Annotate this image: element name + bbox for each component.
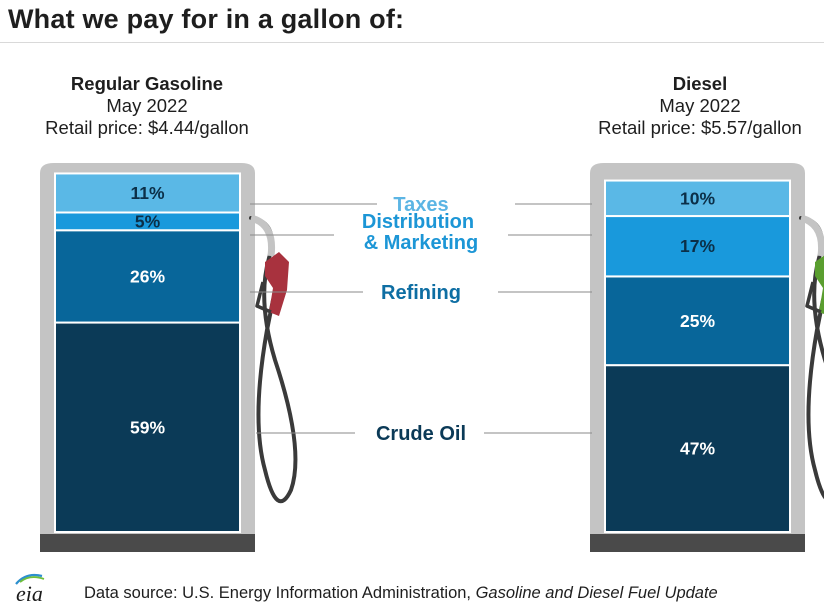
distribution-and-marketing-category-label-line-1: Distribution: [362, 211, 474, 233]
regular-gasoline-taxes-value-label: 11%: [130, 183, 164, 203]
title-divider: [0, 42, 824, 43]
regular-gasoline-refining-value-label: 26%: [130, 266, 165, 286]
gasoline-name: Regular Gasoline: [70, 73, 224, 94]
refining-category-label: Refining: [381, 282, 461, 304]
regular-gasoline-distribution-and-marketing-value-label: 5%: [135, 211, 161, 231]
diesel-taxes-bar: [604, 179, 791, 218]
eia-logo: eia: [12, 570, 58, 611]
data-source-title: Gasoline and Diesel Fuel Update: [475, 584, 718, 602]
diesel-name: Diesel: [672, 73, 728, 94]
regular-gasoline-refining-bar: [54, 229, 241, 324]
regular-gasoline-taxes-bar: [54, 172, 241, 214]
gasoline-date: May 2022: [106, 95, 188, 116]
diesel-nozzle-trigger: [805, 281, 822, 314]
diesel-taxes-value-label: 10%: [680, 188, 715, 208]
data-source-prefix: Data source: U.S. Energy Information Adm…: [84, 584, 476, 602]
diesel-crude-oil-bar: [604, 364, 791, 533]
diesel-distribution-and-marketing-value-label: 17%: [680, 236, 715, 256]
diesel-crude-oil-value-label: 47%: [680, 439, 715, 459]
crude-oil-category-label: Crude Oil: [376, 423, 466, 445]
diesel-refining-value-label: 25%: [680, 311, 715, 331]
gasoline-header: Regular Gasoline May 2022 Retail price: …: [28, 73, 266, 139]
regular-gasoline-nozzle: [265, 252, 289, 316]
diesel-hose-collar: [799, 214, 824, 257]
diesel-nozzle: [815, 255, 824, 314]
diesel-date: May 2022: [659, 95, 741, 116]
diesel-header: Diesel May 2022 Retail price: $5.57/gall…: [582, 73, 818, 139]
distribution-and-marketing-category-label-line-2: & Marketing: [364, 232, 478, 254]
diesel-pump-base: [590, 534, 805, 552]
taxes-category-label: Taxes: [393, 194, 448, 216]
diesel-distribution-and-marketing-bar: [604, 215, 791, 278]
regular-gasoline-hose-collar: [249, 214, 276, 257]
regular-gasoline-crude-oil-value-label: 59%: [130, 417, 165, 437]
page-title: What we pay for in a gallon of:: [8, 4, 405, 34]
regular-gasoline-pump-hose: [249, 216, 298, 504]
svg-text:eia: eia: [16, 581, 43, 606]
regular-gasoline-pump-base: [40, 534, 255, 552]
regular-gasoline-nozzle-trigger: [255, 281, 272, 314]
data-source-note: Data source: U.S. Energy Information Adm…: [84, 584, 718, 603]
diesel-pump-hose: [799, 216, 824, 500]
regular-gasoline-crude-oil-bar: [54, 321, 241, 533]
diesel-refining-bar: [604, 275, 791, 367]
gasoline-price: Retail price: $4.44/gallon: [45, 117, 249, 138]
diesel-price: Retail price: $5.57/gallon: [598, 117, 802, 138]
